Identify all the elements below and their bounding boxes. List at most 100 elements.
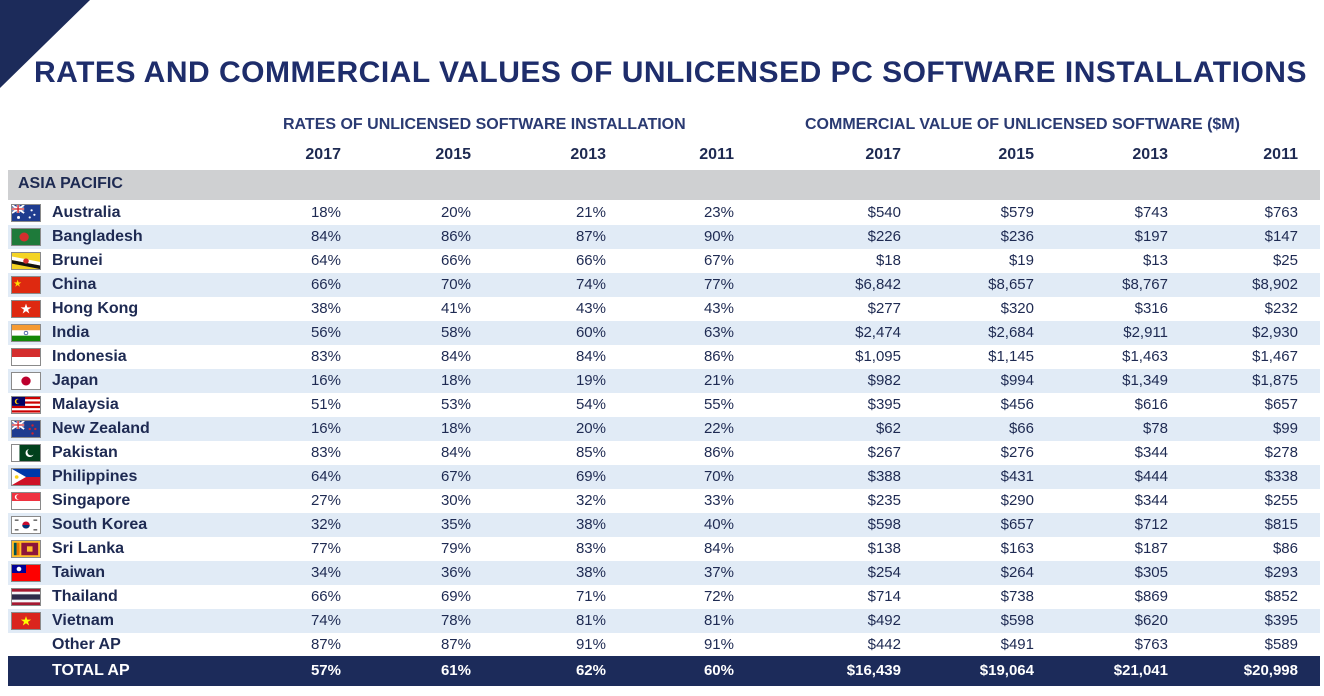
table-cell: $264 [1000, 564, 1034, 581]
table-row: Vietnam 74% 78% 81% 81% $492 $598 $620 $395 [8, 609, 1320, 633]
table-cell: $8,902 [1252, 276, 1298, 293]
table-cell: $338 [1264, 468, 1298, 485]
table-cell: 60% [575, 324, 606, 341]
table-cell: 86% [703, 444, 734, 461]
table-cell: $869 [1134, 588, 1168, 605]
year-header: 2011 [699, 146, 734, 163]
table-cell: $62 [875, 420, 901, 437]
table-cell: 77% [703, 276, 734, 293]
table-cell: $1,467 [1252, 348, 1298, 365]
table-row: Indonesia 83% 84% 84% 86% $1,095 $1,145 $1,463 $… [8, 345, 1320, 369]
table-cell: $2,911 [1123, 324, 1168, 341]
taiwan-flag-icon [11, 564, 41, 582]
table-cell: 91% [703, 636, 734, 653]
table-row: Australia 18% 20% 21% 23% $540 $579 $743 $763 [8, 201, 1320, 225]
country-name: Hong Kong [52, 300, 139, 317]
country-name: Philippines [52, 468, 138, 485]
table-cell: 78% [440, 612, 471, 629]
table-cell: $78 [1142, 420, 1168, 437]
table-cell: 70% [440, 276, 471, 293]
table-cell: 84% [440, 444, 471, 461]
country-name: Taiwan [52, 564, 106, 581]
country-name: Thailand [52, 588, 118, 605]
table-cell: 51% [310, 396, 341, 413]
year-header-row: 2017 2015 2013 2011 2017 2015 2013 2011 [0, 146, 1324, 168]
country-name: South Korea [52, 516, 148, 533]
table-row: Thailand 66% 69% 71% 72% $714 $738 $869 $852 [8, 585, 1320, 609]
table-cell: 66% [310, 276, 341, 293]
table-cell: 91% [575, 636, 606, 653]
table-cell: 66% [575, 252, 606, 269]
page-title: RATES AND COMMERCIAL VALUES OF UNLICENSE… [34, 56, 1307, 89]
table-cell: $19 [1008, 252, 1034, 269]
table-cell: 69% [575, 468, 606, 485]
table-cell: 84% [310, 228, 341, 245]
table-cell: $86 [1272, 540, 1298, 557]
table-cell: $456 [1000, 396, 1034, 413]
table-cell: 83% [575, 540, 606, 557]
table-cell: $163 [1000, 540, 1034, 557]
table-cell: 83% [310, 444, 341, 461]
pakistan-flag-icon [11, 444, 41, 462]
table-cell: $763 [1264, 204, 1298, 221]
table-cell: $491 [1000, 636, 1034, 653]
table-cell: 63% [703, 324, 734, 341]
table-cell: $13 [1142, 252, 1168, 269]
table-cell: $18 [875, 252, 901, 269]
table-cell: $6,842 [855, 276, 901, 293]
singapore-flag-icon [11, 492, 41, 510]
table-cell: $395 [867, 396, 901, 413]
table-cell: $1,145 [988, 348, 1034, 365]
table-cell: $712 [1134, 516, 1168, 533]
china-flag-icon [11, 276, 41, 294]
table-cell: 23% [703, 204, 734, 221]
table-cell: 62% [575, 662, 606, 679]
japan-flag-icon [11, 372, 41, 390]
table-row: Singapore 27% 30% 32% 33% $235 $290 $344 $255 [8, 489, 1320, 513]
table-cell: 84% [575, 348, 606, 365]
table-cell: $138 [867, 540, 901, 557]
country-name: Australia [52, 204, 121, 221]
table-cell: $8,657 [988, 276, 1034, 293]
india-flag-icon [11, 324, 41, 342]
table-cell: $293 [1264, 564, 1298, 581]
table-row: Japan 16% 18% 19% 21% $982 $994 $1,349 $1,875 [8, 369, 1320, 393]
table-cell: $657 [1000, 516, 1034, 533]
south-korea-flag-icon [11, 516, 41, 534]
country-name: Bangladesh [52, 228, 143, 245]
table-cell: 21% [575, 204, 606, 221]
bangladesh-flag-icon [11, 228, 41, 246]
country-name: Vietnam [52, 612, 114, 629]
table-cell: 38% [310, 300, 341, 317]
year-header: 2015 [435, 146, 471, 163]
table-cell: 32% [310, 516, 341, 533]
country-name: Japan [52, 372, 99, 389]
table-row: China 66% 70% 74% 77% $6,842 $8,657 $8,767 $8,90… [8, 273, 1320, 297]
country-name: Sri Lanka [52, 540, 125, 557]
table-cell: $254 [867, 564, 901, 581]
year-header: 2011 [1263, 146, 1298, 163]
country-name: Malaysia [52, 396, 119, 413]
table-cell: 81% [575, 612, 606, 629]
brunei-flag-icon [11, 252, 41, 270]
country-name: Indonesia [52, 348, 127, 365]
table-cell: 57% [310, 662, 341, 679]
table-cell: 87% [440, 636, 471, 653]
table-cell: $2,684 [988, 324, 1034, 341]
table-cell: 20% [575, 420, 606, 437]
table-row: Malaysia 51% 53% 54% 55% $395 $456 $616 $657 [8, 393, 1320, 417]
table-cell: 86% [440, 228, 471, 245]
table-cell: $276 [1000, 444, 1034, 461]
table-cell: 69% [440, 588, 471, 605]
region-header: ASIA PACIFIC [8, 170, 1320, 200]
country-name: Other AP [52, 636, 121, 653]
table-cell: $267 [867, 444, 901, 461]
table-cell: $2,474 [855, 324, 901, 341]
table-cell: 64% [310, 252, 341, 269]
table-cell: 16% [310, 420, 341, 437]
table-cell: 18% [310, 204, 341, 221]
table-cell: 27% [310, 492, 341, 509]
data-table: Australia 18% 20% 21% 23% $540 $579 $743 $763 Ban… [8, 201, 1320, 657]
table-cell: 21% [703, 372, 734, 389]
table-cell: $344 [1134, 444, 1168, 461]
